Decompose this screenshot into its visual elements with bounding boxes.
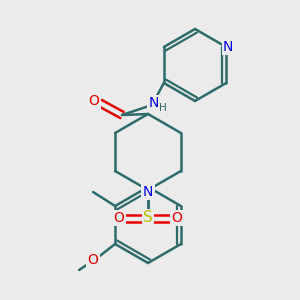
Text: N: N: [143, 185, 153, 199]
Text: N: N: [149, 96, 159, 110]
Text: O: O: [114, 211, 124, 225]
Text: N: N: [223, 40, 233, 54]
Text: H: H: [159, 103, 167, 113]
Text: O: O: [88, 94, 99, 108]
Text: O: O: [88, 253, 98, 267]
Text: O: O: [172, 211, 182, 225]
Text: S: S: [143, 211, 153, 226]
